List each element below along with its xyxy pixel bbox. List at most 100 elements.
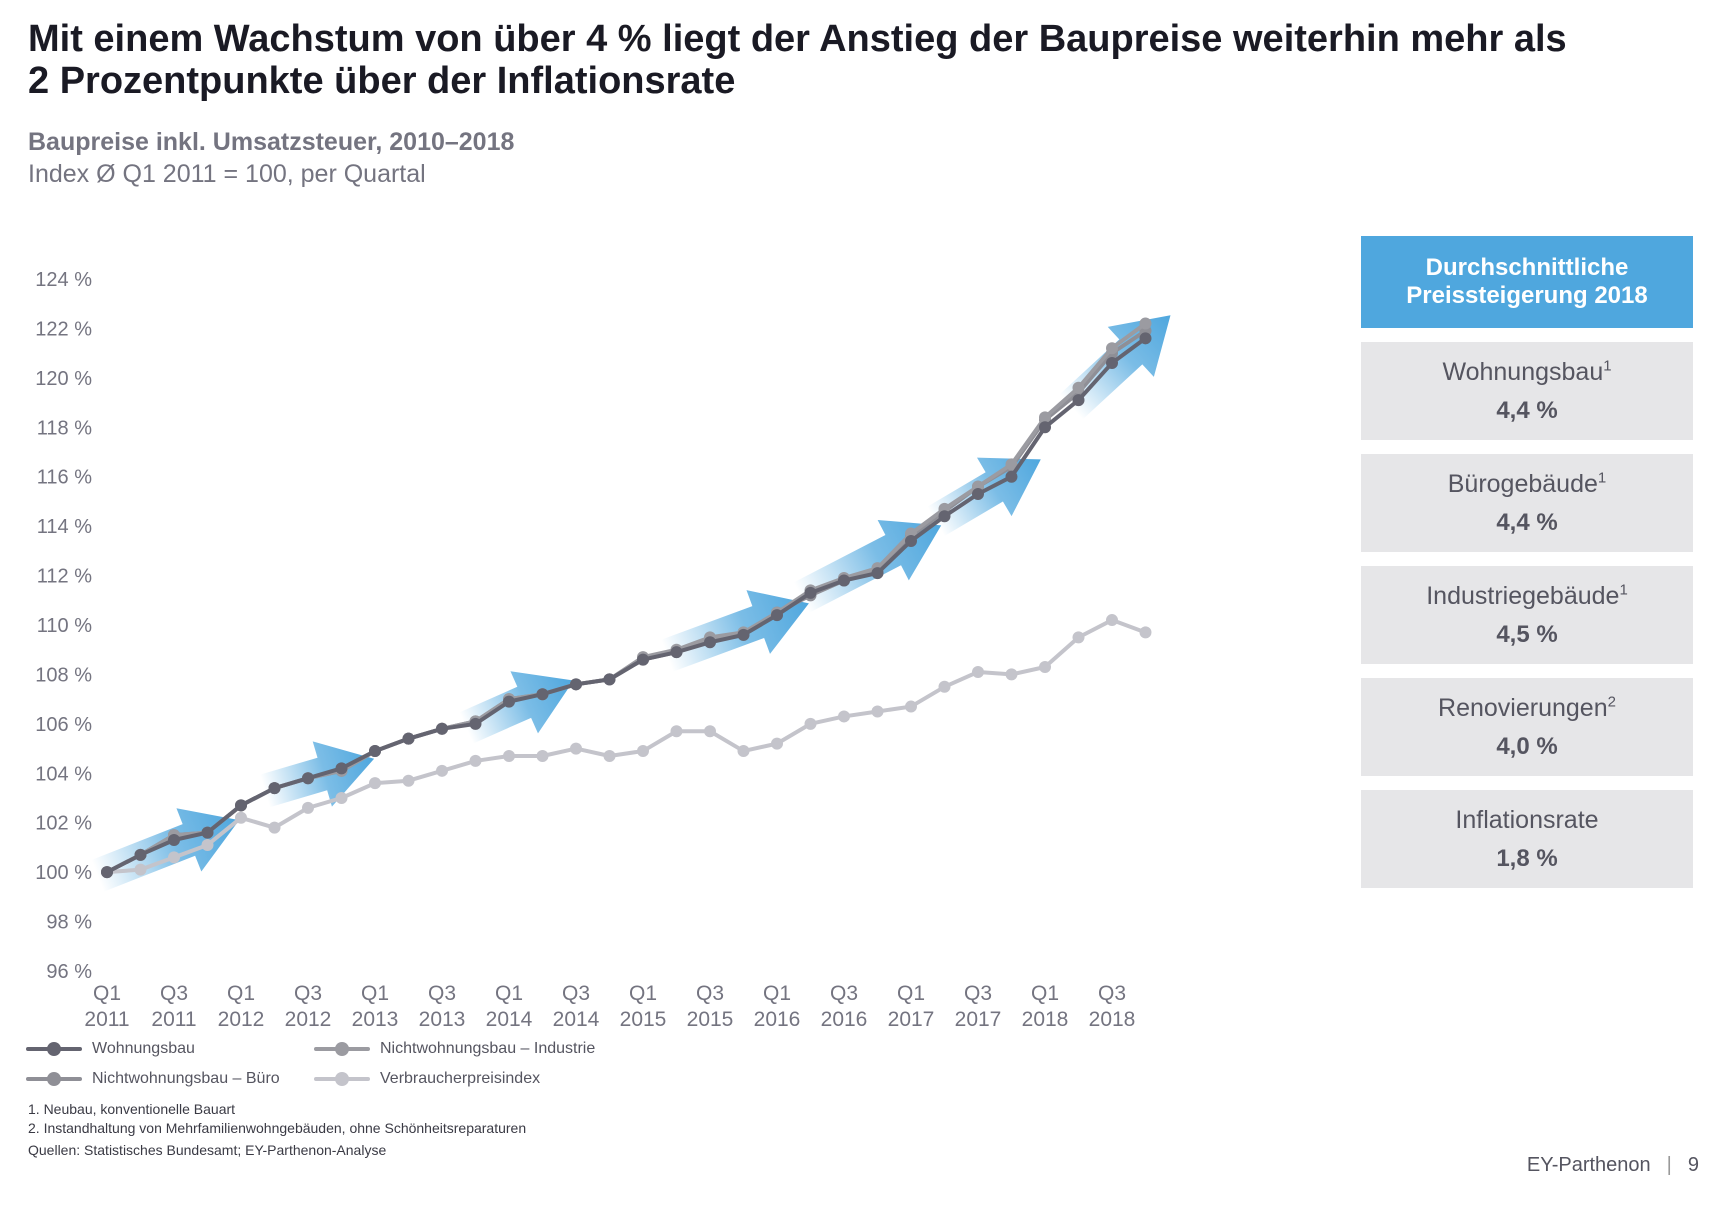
price-increase-panel: Durchschnittliche Preissteigerung 2018 W… [1361,236,1693,888]
panel-heading-line-2: Preissteigerung 2018 [1406,282,1648,309]
x-tick-year: 2014 [553,1008,600,1031]
x-tick-quarter: Q1 [897,982,925,1005]
data-point [536,688,549,701]
data-point [603,673,616,686]
y-tick-label: 104 % [35,763,92,785]
data-point [670,725,683,738]
data-point [201,826,214,839]
x-tick-quarter: Q1 [495,982,523,1005]
data-point [1106,614,1118,627]
data-point [469,717,482,730]
x-tick-year: 2018 [1022,1008,1069,1031]
data-point [905,534,917,547]
legend-label: Nichtwohnungsbau – Büro [92,1070,280,1087]
data-point [704,725,716,738]
x-tick-quarter: Q1 [763,982,791,1005]
brand-name: EY-Parthenon [1526,1154,1651,1176]
footnote-marker: 1 [1597,469,1607,487]
y-tick-label: 102 % [35,813,92,835]
data-point [737,628,750,641]
legend-swatch [26,1072,82,1086]
x-tick-year: 2016 [821,1008,868,1031]
y-tick-label: 122 % [35,318,92,340]
series-line [106,618,1147,875]
x-tick-year: 2016 [754,1008,801,1031]
legend-item-vpi: Verbraucherpreisindex [314,1070,540,1088]
x-tick-quarter: Q3 [1098,982,1126,1005]
data-point [1005,668,1018,681]
data-point [134,863,147,876]
legend-swatch [26,1042,82,1056]
data-point [938,680,951,693]
data-point [168,851,180,864]
data-point [737,745,750,758]
stat-value: 4,5 % [1496,620,1558,648]
legend-item-industrie: Nichtwohnungsbau – Industrie [314,1040,595,1058]
data-point [168,834,180,847]
stat-label: Wohnungsbau1 [1442,357,1612,386]
data-point [972,488,984,501]
series-line [106,329,1147,874]
chart-subtitle: Baupreise inkl. Umsatzsteuer, 2010–2018 [28,128,515,156]
x-tick-year: 2012 [218,1008,265,1031]
data-point [369,745,381,758]
data-point [201,838,214,851]
data-point [503,749,515,762]
x-tick-quarter: Q3 [562,982,590,1005]
data-point [503,695,515,708]
x-tick-quarter: Q3 [696,982,724,1005]
data-point [268,821,281,834]
legend-label: Wohnungsbau [92,1040,195,1057]
data-point [771,737,783,750]
data-point [335,762,348,775]
y-tick-label: 100 % [35,862,92,884]
stat-value: 4,0 % [1496,732,1558,760]
x-tick-year: 2012 [285,1008,332,1031]
panel-heading: Durchschnittliche Preissteigerung 2018 [1361,236,1693,328]
x-tick-year: 2013 [352,1008,399,1031]
data-point [670,646,683,659]
data-point [1005,458,1018,471]
footnote-marker: 1 [1619,581,1628,599]
data-point [469,754,482,767]
data-point [1005,470,1018,483]
stat-box-industriegebaeude: Industriegebäude1 4,5 % [1361,566,1693,664]
data-point [972,665,984,678]
data-point [1139,332,1152,345]
x-tick-quarter: Q3 [428,982,456,1005]
trend-arrow [91,808,240,892]
y-tick-label: 116 % [37,467,92,489]
footnote-1: 1. Neubau, konventionelle Bauart [28,1101,236,1117]
y-tick-label: 112 % [37,566,92,588]
data-point [536,749,549,762]
y-axis: 124 % 122 % 120 % 118 % 116 % 114 % 112 % 110 %… [35,269,92,983]
data-point [603,749,616,762]
data-point [570,678,582,691]
stat-box-renovierungen: Renovierungen2 4,0 % [1361,678,1693,776]
data-point [1106,342,1118,355]
series-group [101,317,1152,879]
x-tick-quarter: Q1 [361,982,389,1005]
x-tick-year: 2015 [687,1008,734,1031]
data-point [369,777,381,790]
data-point [637,653,649,666]
x-tick-year: 2011 [151,1008,196,1031]
y-tick-label: 110 % [37,615,92,637]
x-tick-quarter: Q1 [1031,982,1059,1005]
trend-arrow [661,590,809,672]
data-point [268,782,281,795]
data-point [804,717,817,730]
data-point [235,799,247,812]
data-point [838,574,850,587]
series-wohnungsbau [101,332,1152,879]
y-tick-label: 98 % [46,912,92,934]
sources-note: Quellen: Statistisches Bundesamt; EY-Par… [28,1142,387,1158]
legend-item-buero: Nichtwohnungsbau – Büro [26,1070,280,1088]
data-point [771,609,783,622]
trend-arrows [91,315,1171,892]
x-tick-quarter: Q1 [629,982,657,1005]
x-tick-quarter: Q3 [830,982,858,1005]
footnote-marker: 2 [1607,693,1616,711]
legend-label: Verbraucherpreisindex [380,1070,541,1087]
chart-legend: Wohnungsbau Nichtwohnungsbau – Industrie… [26,1040,626,1096]
